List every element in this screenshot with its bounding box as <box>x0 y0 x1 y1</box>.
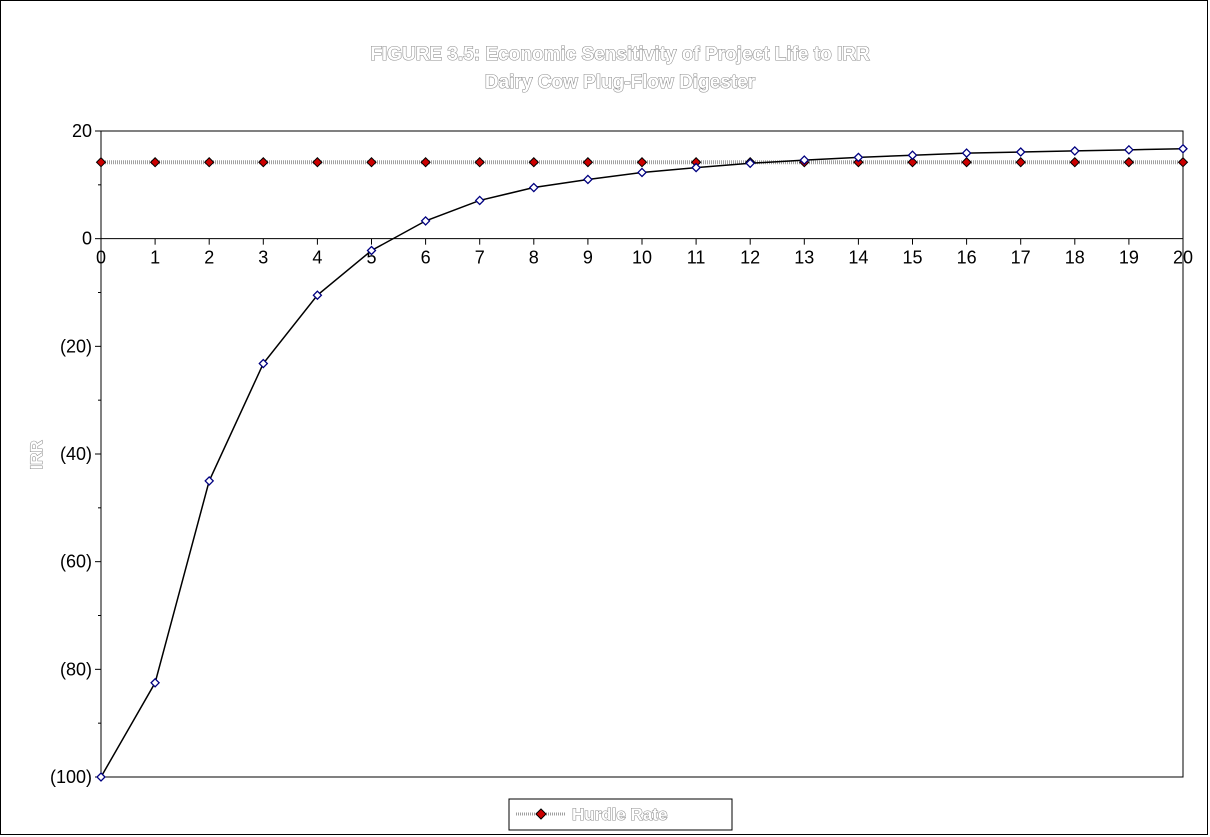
hurdle-rate-point <box>907 157 918 168</box>
irr-point <box>312 290 323 301</box>
hurdle-rate-point <box>528 157 540 168</box>
irr-point <box>853 152 864 163</box>
x-tick-label: 0 <box>96 248 106 268</box>
x-tick-label: 3 <box>258 248 268 268</box>
y-tick-label: (40) <box>60 444 92 464</box>
x-tick-label: 9 <box>583 248 593 268</box>
chart-title: FIGURE 3.5: Economic Sensitivity of Proj… <box>370 44 870 65</box>
x-tick-label: 8 <box>529 248 539 268</box>
irr-point <box>907 150 918 161</box>
y-axis-label: IRR <box>27 440 46 469</box>
legend-hurdle-label: Hurdle Rate <box>572 805 667 824</box>
hurdle-rate-point <box>636 157 648 168</box>
y-tick-label: (60) <box>60 552 92 572</box>
x-tick-label: 12 <box>740 248 760 268</box>
plot-area: 200(20)(40)(60)(80)(100)0 1 2 3 4 5 6 7 8 9 10 11 12… <box>50 121 1193 787</box>
hurdle-rate-point <box>203 157 215 168</box>
irr-point <box>1123 144 1134 155</box>
irr-point <box>420 215 431 226</box>
y-tick-label: (20) <box>60 336 92 356</box>
hurdle-rate-point <box>1069 157 1081 168</box>
irr-point <box>150 677 161 688</box>
irr-point <box>1178 143 1188 154</box>
irr-point <box>258 358 269 369</box>
hurdle-rate-point <box>1015 157 1026 168</box>
x-tick-label: 16 <box>957 248 977 268</box>
chart-subtitle: Dairy Cow Plug-Flow Digester <box>485 72 756 93</box>
x-tick-label: 19 <box>1119 248 1139 268</box>
hurdle-rate-point <box>1123 157 1135 168</box>
y-tick-label: (100) <box>50 767 92 787</box>
irr-point <box>691 162 702 173</box>
irr-point <box>961 148 972 158</box>
x-tick-label: 15 <box>902 248 922 268</box>
hurdle-rate-point <box>961 157 972 168</box>
x-tick-label: 13 <box>794 248 814 268</box>
y-tick-label: (80) <box>60 659 92 679</box>
x-tick-label: 7 <box>475 248 485 268</box>
irr-point <box>204 475 215 486</box>
irr-point <box>799 155 810 165</box>
x-tick-label: 11 <box>687 248 706 268</box>
irr-point <box>745 158 756 169</box>
irr-point <box>582 174 593 185</box>
x-tick-label: 18 <box>1065 248 1085 268</box>
hurdle-rate-point <box>149 157 161 168</box>
irr-point <box>96 772 106 782</box>
x-tick-label: 1 <box>150 248 160 268</box>
x-tick-label: 20 <box>1173 248 1193 268</box>
x-tick-label: 17 <box>1011 248 1031 268</box>
hurdle-rate-point <box>420 157 431 168</box>
hurdle-rate-point <box>474 157 485 168</box>
legend-hurdle-marker <box>535 808 547 820</box>
hurdle-rate-point <box>312 157 323 168</box>
plot-border <box>100 130 1184 778</box>
y-tick-label: 20 <box>72 121 92 141</box>
x-tick-label: 2 <box>204 248 214 268</box>
hurdle-rate-point <box>366 157 377 168</box>
hurdle-rate-point <box>582 157 594 168</box>
irr-point <box>1015 147 1026 157</box>
irr-point <box>474 195 485 206</box>
hurdle-rate-point <box>1177 157 1189 168</box>
x-tick-label: 6 <box>421 248 431 268</box>
irr-point <box>1069 145 1080 156</box>
x-tick-label: 10 <box>632 248 652 268</box>
x-tick-label: 14 <box>848 248 868 268</box>
hurdle-rate-point <box>258 157 269 168</box>
legend: Hurdle Rate <box>508 798 733 831</box>
x-tick-label: 5 <box>366 248 376 268</box>
irr-point <box>637 167 647 178</box>
y-tick-label: 0 <box>82 229 92 249</box>
irr-point <box>366 245 377 256</box>
hurdle-rate-point <box>95 157 107 168</box>
irr-point <box>528 182 539 193</box>
x-tick-label: 4 <box>312 248 322 268</box>
